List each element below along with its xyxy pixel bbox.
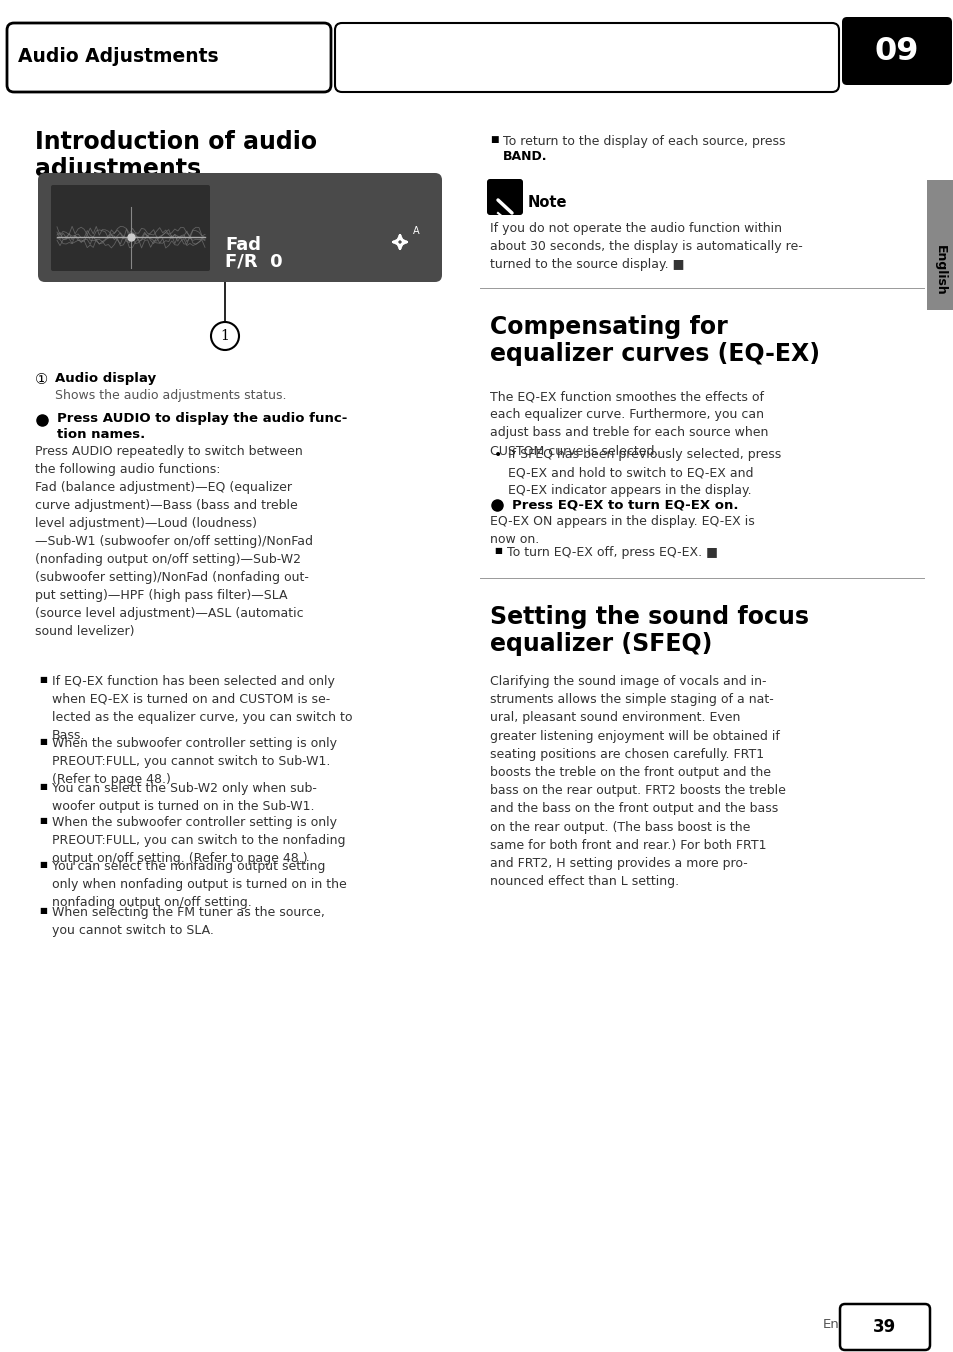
- Text: Compensating for: Compensating for: [490, 315, 727, 339]
- Text: To return to the display of each source, press: To return to the display of each source,…: [502, 135, 784, 147]
- Circle shape: [211, 322, 239, 350]
- Text: tion names.: tion names.: [57, 429, 145, 441]
- Text: Note: Note: [527, 195, 567, 210]
- Text: When selecting the FM tuner as the source,
you cannot switch to SLA.: When selecting the FM tuner as the sourc…: [52, 906, 325, 937]
- Text: EQ-EX ON appears in the display. EQ-EX is
now on.: EQ-EX ON appears in the display. EQ-EX i…: [490, 515, 754, 546]
- Text: 09: 09: [874, 35, 919, 66]
- Text: If SFEQ has been previously selected, press
EQ-EX and hold to switch to EQ-EX an: If SFEQ has been previously selected, pr…: [507, 448, 781, 498]
- Text: ■: ■: [39, 781, 47, 791]
- Text: A: A: [413, 226, 419, 237]
- Text: Press AUDIO repeatedly to switch between
the following audio functions:
Fad (bal: Press AUDIO repeatedly to switch between…: [35, 445, 313, 638]
- FancyBboxPatch shape: [51, 185, 210, 270]
- Text: Introduction of audio: Introduction of audio: [35, 130, 316, 154]
- Text: ■: ■: [39, 675, 47, 684]
- Text: adjustments: adjustments: [35, 157, 201, 181]
- Text: equalizer (SFEQ): equalizer (SFEQ): [490, 631, 712, 656]
- Text: When the subwoofer controller setting is only
PREOUT:FULL, you cannot switch to : When the subwoofer controller setting is…: [52, 737, 336, 786]
- FancyBboxPatch shape: [840, 1303, 929, 1351]
- Text: Section: Section: [875, 18, 914, 28]
- FancyBboxPatch shape: [486, 178, 522, 215]
- FancyBboxPatch shape: [7, 23, 331, 92]
- Text: If EQ-EX function has been selected and only
when EQ-EX is turned on and CUSTOM : If EQ-EX function has been selected and …: [52, 675, 352, 742]
- Text: ①: ①: [35, 372, 48, 387]
- Text: To turn EQ-EX off, press EQ-EX. ■: To turn EQ-EX off, press EQ-EX. ■: [506, 546, 717, 558]
- Text: Shows the audio adjustments status.: Shows the audio adjustments status.: [55, 389, 286, 402]
- Text: Press AUDIO to display the audio func-: Press AUDIO to display the audio func-: [57, 412, 347, 425]
- Text: •: •: [494, 448, 501, 462]
- Text: ■: ■: [39, 860, 47, 869]
- Text: ■: ■: [490, 135, 498, 145]
- Text: If you do not operate the audio function within
about 30 seconds, the display is: If you do not operate the audio function…: [490, 222, 801, 272]
- Text: You can select the nonfading output setting
only when nonfading output is turned: You can select the nonfading output sett…: [52, 860, 346, 909]
- Text: En: En: [822, 1318, 840, 1332]
- Text: 1: 1: [220, 329, 230, 343]
- Text: ■: ■: [494, 546, 501, 556]
- Text: Audio Adjustments: Audio Adjustments: [18, 47, 218, 66]
- Text: The EQ-EX function smoothes the effects of
each equalizer curve. Furthermore, yo: The EQ-EX function smoothes the effects …: [490, 389, 767, 457]
- Text: Fad: Fad: [225, 237, 261, 254]
- Text: BAND.: BAND.: [502, 150, 547, 164]
- FancyBboxPatch shape: [841, 18, 951, 85]
- FancyBboxPatch shape: [335, 23, 838, 92]
- Text: You can select the Sub-W2 only when sub-
woofer output is turned on in the Sub-W: You can select the Sub-W2 only when sub-…: [52, 781, 316, 813]
- Text: ■: ■: [39, 906, 47, 915]
- Text: Audio display: Audio display: [55, 372, 156, 385]
- Text: ■: ■: [39, 817, 47, 825]
- FancyBboxPatch shape: [38, 173, 441, 283]
- Text: Setting the sound focus: Setting the sound focus: [490, 604, 808, 629]
- Text: English: English: [933, 245, 945, 296]
- Bar: [926, 180, 953, 310]
- Text: F/R  0: F/R 0: [225, 253, 282, 270]
- Text: When the subwoofer controller setting is only
PREOUT:FULL, you can switch to the: When the subwoofer controller setting is…: [52, 817, 345, 865]
- Text: 39: 39: [872, 1318, 896, 1336]
- Text: Press EQ-EX to turn EQ-EX on.: Press EQ-EX to turn EQ-EX on.: [512, 498, 738, 511]
- Text: Clarifying the sound image of vocals and in-
struments allows the simple staging: Clarifying the sound image of vocals and…: [490, 675, 785, 888]
- Text: ■: ■: [39, 737, 47, 746]
- Text: equalizer curves (EQ-EX): equalizer curves (EQ-EX): [490, 342, 820, 366]
